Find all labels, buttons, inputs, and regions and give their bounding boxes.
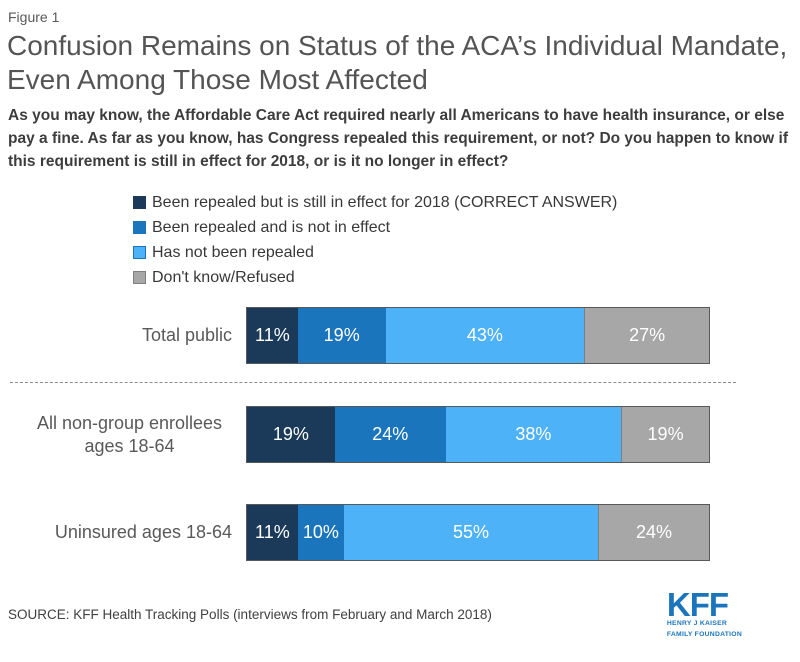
bar-segment: 19% [297,308,386,364]
bar-segment: 10% [297,505,344,561]
bar-segment: 38% [445,407,622,463]
legend-swatch-icon [133,246,146,260]
legend-item: Has not been repealed [133,240,800,265]
legend-item: Been repealed but is still in effect for… [133,190,800,215]
bar-segment: 11% [247,505,298,561]
footer: SOURCE: KFF Health Tracking Polls (inter… [8,586,790,639]
bar-segment: 55% [344,505,599,561]
legend: Been repealed but is still in effect for… [133,190,800,290]
figure-label: Figure 1 [8,9,60,25]
bar-segment: 24% [598,505,709,561]
bar-segment: 11% [247,308,298,364]
row-label: Total public [141,325,232,346]
chart-row: Total public 11% 19% 43% 27% [0,307,800,365]
row-label: All non-group enrollees ages 18-64 [36,412,223,456]
legend-swatch-icon [133,196,146,210]
bar-segment: 19% [621,407,709,463]
survey-question-text: As you may know, the Affordable Care Act… [8,107,789,171]
stacked-bar: 11% 10% 55% 24% [246,504,710,562]
chart-row: All non-group enrollees ages 18-64 19% 24%… [0,406,800,464]
bar-segment: 19% [247,407,335,463]
legend-label: Been repealed but is still in effect for… [152,193,618,211]
legend-label: Been repealed and is not in effect [152,218,391,236]
legend-swatch-icon [133,221,146,235]
stacked-bar: 11% 19% 43% 27% [246,307,710,365]
kff-logo-text: KFF [666,586,729,624]
row-label: Uninsured ages 18-64 [54,522,232,543]
bar-segment: 27% [584,308,709,364]
bar-segment: 43% [385,308,585,364]
kff-logo-tagline-2: FAMILY FOUNDATION [666,630,742,638]
legend-label: Don't know/Refused [152,268,295,286]
bar-segment: 24% [334,407,446,463]
chart: Total public 11% 19% 43% 27% All non-group en… [0,307,800,562]
kff-logo: KFF HENRY J KAISER FAMILY FOUNDATION [666,586,742,639]
legend-swatch-icon [133,271,146,285]
source-note: SOURCE: KFF Health Tracking Polls (inter… [8,607,492,623]
dashed-separator [10,382,736,384]
page-title: Confusion Remains on Status of the ACA’s… [7,30,788,96]
stacked-bar: 19% 24% 38% 19% [246,406,710,464]
kff-logo-tagline-1: HENRY J KAISER [666,620,728,628]
legend-item: Been repealed and is not in effect [133,215,800,240]
chart-row: Uninsured ages 18-64 11% 10% 55% 24% [0,504,800,562]
legend-item: Don't know/Refused [133,265,800,290]
legend-label: Has not been repealed [152,243,314,261]
